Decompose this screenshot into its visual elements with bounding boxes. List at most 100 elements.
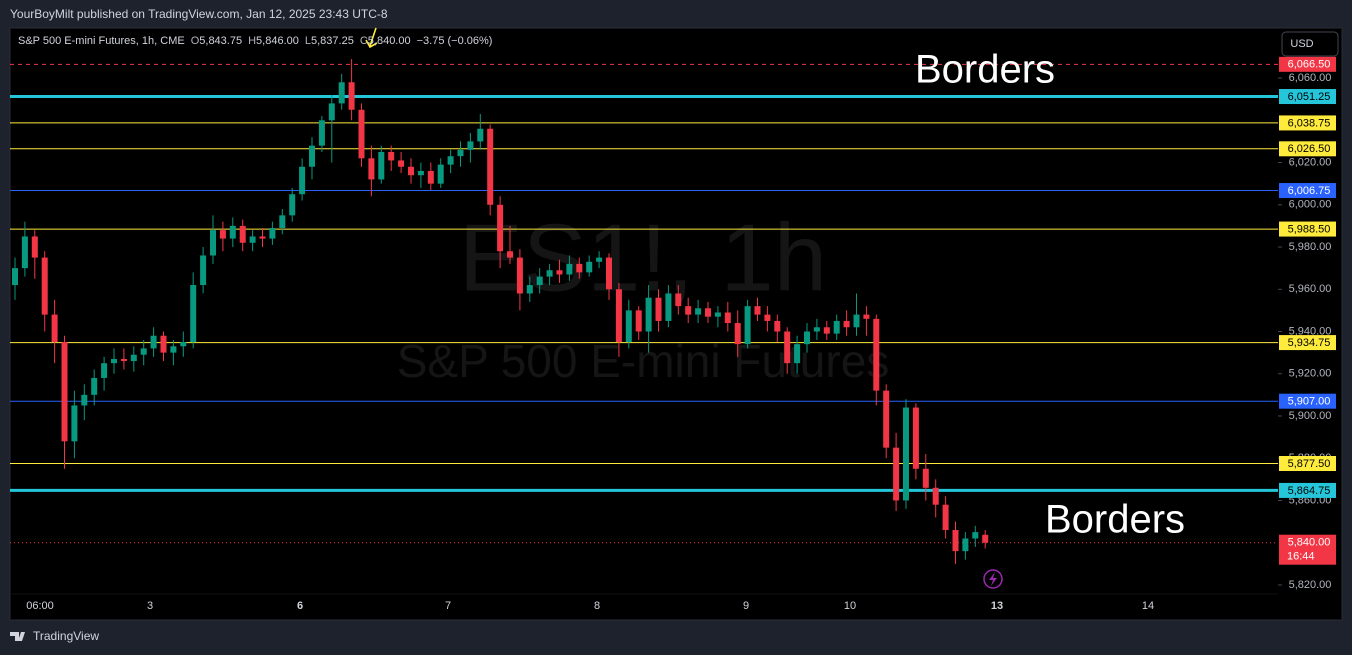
ohlc-key: L bbox=[304, 35, 311, 47]
candle-body bbox=[774, 320, 781, 332]
candle-body bbox=[615, 289, 622, 343]
candle-body bbox=[526, 285, 533, 294]
candle-body bbox=[239, 225, 246, 243]
candle-body bbox=[764, 314, 771, 321]
level-tag bbox=[1279, 141, 1336, 157]
candle-body bbox=[724, 312, 731, 324]
candle-body bbox=[130, 354, 137, 362]
level-tag-label: 6,038.75 bbox=[1288, 117, 1331, 129]
candle-body bbox=[91, 377, 98, 395]
candle-body bbox=[249, 236, 256, 243]
candle-body bbox=[903, 407, 909, 501]
candle-body bbox=[289, 194, 296, 216]
ohlc-item: H5,846.00 bbox=[248, 35, 299, 49]
candle-body bbox=[279, 215, 286, 229]
candle-body bbox=[606, 257, 612, 290]
last-price-label: 5,840.00 bbox=[1288, 537, 1331, 549]
candle-body bbox=[754, 306, 761, 315]
last-price-tag bbox=[1279, 534, 1336, 565]
level-tag bbox=[1279, 455, 1336, 471]
watermark-symbol: ES1!, 1h bbox=[459, 204, 827, 311]
x-tick-label: 9 bbox=[743, 600, 749, 612]
candle-body bbox=[625, 310, 632, 343]
candle-body bbox=[150, 335, 157, 349]
y-tick-label: 6,000.00 bbox=[1289, 199, 1332, 211]
candle-body bbox=[309, 145, 315, 167]
candle-body bbox=[734, 323, 741, 345]
plot: 5,820.005,860.005,880.005,900.005,920.00… bbox=[10, 56, 1336, 612]
annotation: Borders bbox=[1045, 498, 1185, 542]
x-tick-label: 8 bbox=[594, 600, 600, 612]
candle-body bbox=[427, 170, 434, 184]
level-tag bbox=[1279, 221, 1336, 237]
y-tick-label: 5,920.00 bbox=[1289, 368, 1332, 380]
candle-body bbox=[51, 314, 58, 343]
event-icon-bolt bbox=[989, 572, 997, 586]
candle-body bbox=[487, 128, 494, 205]
candle-body bbox=[388, 151, 395, 161]
candle-body bbox=[417, 170, 424, 176]
candle-body bbox=[259, 236, 266, 239]
candle-body bbox=[596, 257, 603, 262]
candle-body bbox=[408, 166, 414, 176]
y-tick-label: 6,020.00 bbox=[1289, 156, 1332, 168]
y-tick-label: 5,900.00 bbox=[1289, 410, 1332, 422]
candle-body bbox=[61, 342, 68, 442]
level-tag bbox=[1279, 393, 1336, 409]
x-tick-label: 10 bbox=[844, 600, 856, 612]
ohlc-key: O bbox=[190, 35, 200, 47]
level-tag-label: 5,877.50 bbox=[1288, 458, 1331, 470]
candle-body bbox=[576, 263, 583, 273]
candle-body bbox=[41, 257, 48, 315]
candle-body bbox=[507, 251, 513, 258]
legend: S&P 500 E-mini Futures, 1h, CME O5,843.7… bbox=[18, 35, 492, 49]
candle-body bbox=[546, 270, 553, 277]
candle-body bbox=[695, 308, 702, 315]
candle-body bbox=[190, 285, 197, 343]
level-tag-label: 6,051.25 bbox=[1288, 91, 1331, 103]
level-tag bbox=[1279, 335, 1336, 351]
candle-body bbox=[655, 297, 662, 321]
candle-body bbox=[566, 263, 573, 275]
candle-body bbox=[794, 344, 801, 364]
candle-body bbox=[12, 268, 18, 286]
candle-body bbox=[853, 314, 860, 328]
x-tick-label: 7 bbox=[445, 600, 451, 612]
level-tag-label: 5,907.00 bbox=[1288, 396, 1331, 408]
chart-frame bbox=[9, 27, 1343, 621]
level-tag-label: 6,066.50 bbox=[1288, 59, 1331, 71]
candle-body bbox=[368, 158, 375, 180]
candle-body bbox=[645, 297, 652, 332]
currency-label: USD bbox=[1290, 38, 1313, 50]
y-tick-label: 5,960.00 bbox=[1289, 283, 1332, 295]
ohlc-value: 5,840.00 bbox=[367, 35, 411, 47]
y-tick-label: 6,060.00 bbox=[1289, 72, 1332, 84]
candle-body bbox=[378, 151, 385, 180]
candle-body bbox=[358, 109, 365, 159]
ohlc-value: 5,837.25 bbox=[311, 35, 354, 47]
x-tick-label: 3 bbox=[147, 600, 153, 612]
byline: YourBoyMilt published on TradingView.com… bbox=[10, 7, 388, 21]
candle-body bbox=[467, 141, 474, 150]
currency-button[interactable] bbox=[1281, 31, 1339, 57]
candle-body bbox=[348, 82, 355, 110]
event-icon[interactable] bbox=[983, 569, 1003, 589]
level-tag bbox=[1279, 482, 1336, 498]
ohlc-key: H bbox=[248, 35, 257, 47]
ohlc-value: 5,846.00 bbox=[256, 35, 299, 47]
candle-body bbox=[457, 149, 464, 157]
candle-body bbox=[635, 310, 642, 332]
candle-body bbox=[784, 331, 791, 364]
x-tick-label: 13 bbox=[991, 600, 1003, 612]
level-tag-label: 6,006.75 bbox=[1288, 185, 1331, 197]
countdown: 16:44 bbox=[1287, 551, 1315, 563]
candle-body bbox=[229, 225, 236, 239]
candle-body bbox=[31, 236, 38, 258]
level-tag bbox=[1279, 89, 1336, 105]
candle-body bbox=[932, 487, 939, 505]
level-tag bbox=[1279, 115, 1336, 131]
ohlc-item: O5,843.75 bbox=[191, 35, 242, 49]
candle-body bbox=[71, 405, 78, 442]
candle-body bbox=[675, 293, 682, 307]
